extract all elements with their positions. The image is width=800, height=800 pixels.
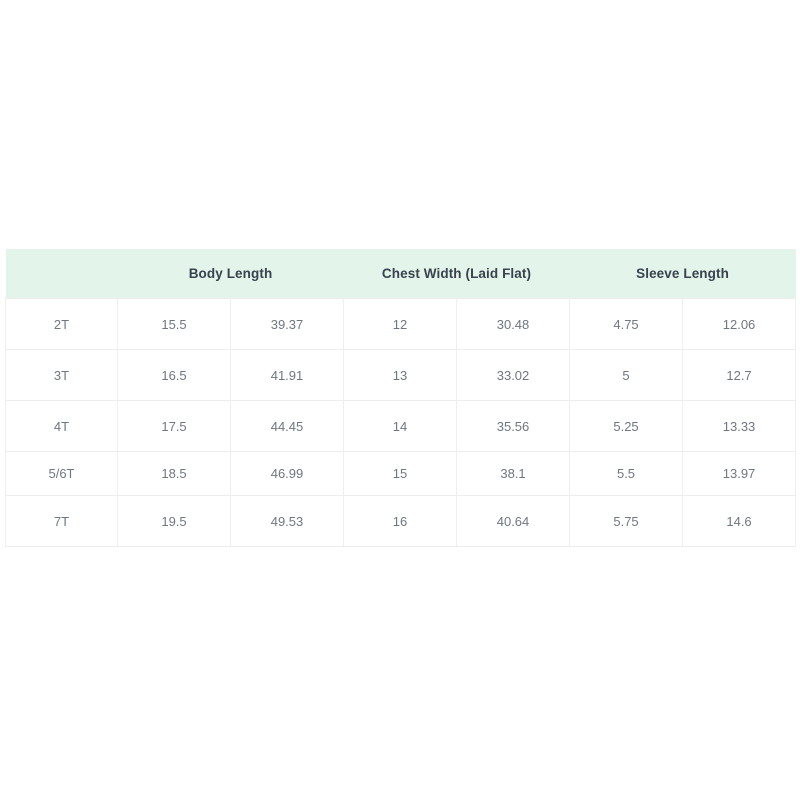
cell-chest-width-in: 12: [343, 298, 457, 350]
cell-size: 3T: [5, 349, 118, 401]
cell-body-length-in: 18.5: [117, 451, 231, 496]
table-body: 2T 15.5 39.37 12 30.48 4.75 12.06 3T 16.…: [5, 298, 797, 547]
cell-chest-width-in: 15: [343, 451, 457, 496]
cell-body-length-cm: 44.45: [230, 400, 344, 452]
cell-size: 7T: [5, 495, 118, 547]
cell-chest-width-cm: 33.02: [456, 349, 571, 401]
size-chart-container: Body Length Chest Width (Laid Flat) Slee…: [5, 249, 797, 547]
cell-sleeve-length-cm: 14.6: [682, 495, 797, 547]
cell-sleeve-length-in: 5: [569, 349, 684, 401]
cell-body-length-in: 17.5: [117, 400, 231, 452]
table-header: Body Length Chest Width (Laid Flat) Slee…: [5, 249, 796, 299]
cell-body-length-cm: 46.99: [230, 451, 344, 496]
cell-sleeve-length-cm: 13.33: [682, 400, 797, 452]
cell-body-length-cm: 39.37: [230, 298, 344, 350]
cell-body-length-in: 15.5: [117, 298, 231, 350]
cell-sleeve-length-cm: 12.7: [682, 349, 797, 401]
table-row: 3T 16.5 41.91 13 33.02 5 12.7: [5, 349, 797, 401]
cell-sleeve-length-in: 5.5: [569, 451, 684, 496]
table-row: 2T 15.5 39.37 12 30.48 4.75 12.06: [5, 298, 797, 350]
cell-chest-width-cm: 35.56: [456, 400, 571, 452]
header-group-chest-width: Chest Width (Laid Flat): [343, 249, 570, 299]
header-group-body-length: Body Length: [117, 249, 344, 299]
cell-chest-width-in: 13: [343, 349, 457, 401]
cell-chest-width-in: 14: [343, 400, 457, 452]
cell-chest-width-cm: 38.1: [456, 451, 571, 496]
cell-chest-width-cm: 40.64: [456, 495, 571, 547]
cell-sleeve-length-in: 5.75: [569, 495, 684, 547]
cell-sleeve-length-in: 5.25: [569, 400, 684, 452]
cell-size: 4T: [5, 400, 118, 452]
cell-size: 5/6T: [5, 451, 118, 496]
cell-body-length-cm: 49.53: [230, 495, 344, 547]
cell-chest-width-in: 16: [343, 495, 457, 547]
header-group-sleeve-length: Sleeve Length: [569, 249, 796, 299]
cell-sleeve-length-cm: 13.97: [682, 451, 797, 496]
cell-body-length-in: 19.5: [117, 495, 231, 547]
cell-body-length-cm: 41.91: [230, 349, 344, 401]
cell-size: 2T: [5, 298, 118, 350]
cell-sleeve-length-in: 4.75: [569, 298, 684, 350]
cell-sleeve-length-cm: 12.06: [682, 298, 797, 350]
header-corner-cell: [5, 249, 118, 299]
cell-body-length-in: 16.5: [117, 349, 231, 401]
size-chart-table: Body Length Chest Width (Laid Flat) Slee…: [5, 249, 797, 547]
header-row: Body Length Chest Width (Laid Flat) Slee…: [5, 249, 796, 299]
cell-chest-width-cm: 30.48: [456, 298, 571, 350]
table-row: 7T 19.5 49.53 16 40.64 5.75 14.6: [5, 495, 797, 547]
table-row: 5/6T 18.5 46.99 15 38.1 5.5 13.97: [5, 451, 797, 496]
table-row: 4T 17.5 44.45 14 35.56 5.25 13.33: [5, 400, 797, 452]
